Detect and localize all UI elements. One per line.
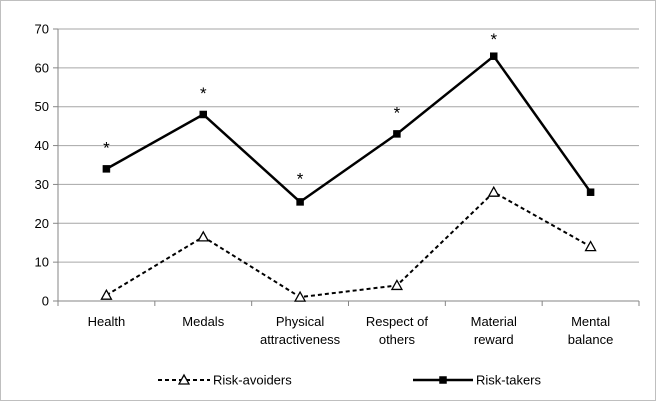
y-tick-label: 50: [35, 99, 49, 114]
data-point: [586, 188, 595, 196]
data-point: [102, 165, 111, 173]
gridlines: [58, 28, 639, 263]
y-tick-label: 20: [35, 216, 49, 231]
annotation-asterisk: *: [200, 84, 207, 103]
legend-item-2: Risk-takers: [413, 373, 542, 388]
data-point: [390, 279, 404, 291]
data-point: [490, 52, 498, 60]
y-tick-labels: 0 10 20 30 40 50 60 70: [35, 22, 49, 309]
annotation-asterisk: *: [394, 104, 401, 123]
y-tick-label: 40: [35, 138, 49, 153]
legend: Risk-avoiders Risk-takers: [158, 373, 542, 388]
x-tick-label: Physical attractiveness: [260, 314, 341, 347]
y-tick-label: 0: [42, 294, 49, 309]
data-point: [197, 230, 210, 242]
series-1: [100, 185, 597, 302]
legend-marker: [177, 373, 191, 385]
x-tick-label: Mental balance: [568, 314, 614, 347]
annotation-asterisk: *: [297, 170, 304, 189]
y-tick-label: 60: [35, 60, 49, 75]
y-tick-label: 30: [35, 177, 49, 192]
x-tick-label: Health: [88, 314, 126, 329]
x-tick-label: Material reward: [471, 314, 517, 347]
y-tick-label: 10: [35, 255, 49, 270]
data-point: [584, 240, 597, 252]
data-point: [100, 288, 113, 300]
x-tick-labels: Health Medals Physical attractiveness Respec…: [88, 314, 614, 347]
series-line: [105, 54, 592, 204]
legend-marker: [439, 376, 447, 384]
data-point: [296, 198, 304, 206]
y-tick-label: 70: [35, 22, 49, 37]
data-point: [293, 290, 307, 302]
annotations: * * * * *: [103, 30, 497, 189]
axes: [53, 28, 640, 306]
annotation-asterisk: *: [103, 139, 110, 158]
legend-label: Risk-avoiders: [213, 373, 292, 388]
data-point: [393, 130, 401, 138]
legend-label: Risk-takers: [476, 373, 542, 388]
data-point: [199, 110, 207, 119]
x-tick-label: Medals: [182, 314, 224, 329]
x-tick-label: Respect of others: [366, 314, 429, 347]
legend-item-1: Risk-avoiders: [158, 373, 292, 388]
series-2: [102, 52, 595, 206]
data-point: [487, 185, 500, 197]
series: [100, 52, 597, 302]
annotation-asterisk: *: [490, 30, 497, 49]
series-line: [105, 191, 592, 299]
